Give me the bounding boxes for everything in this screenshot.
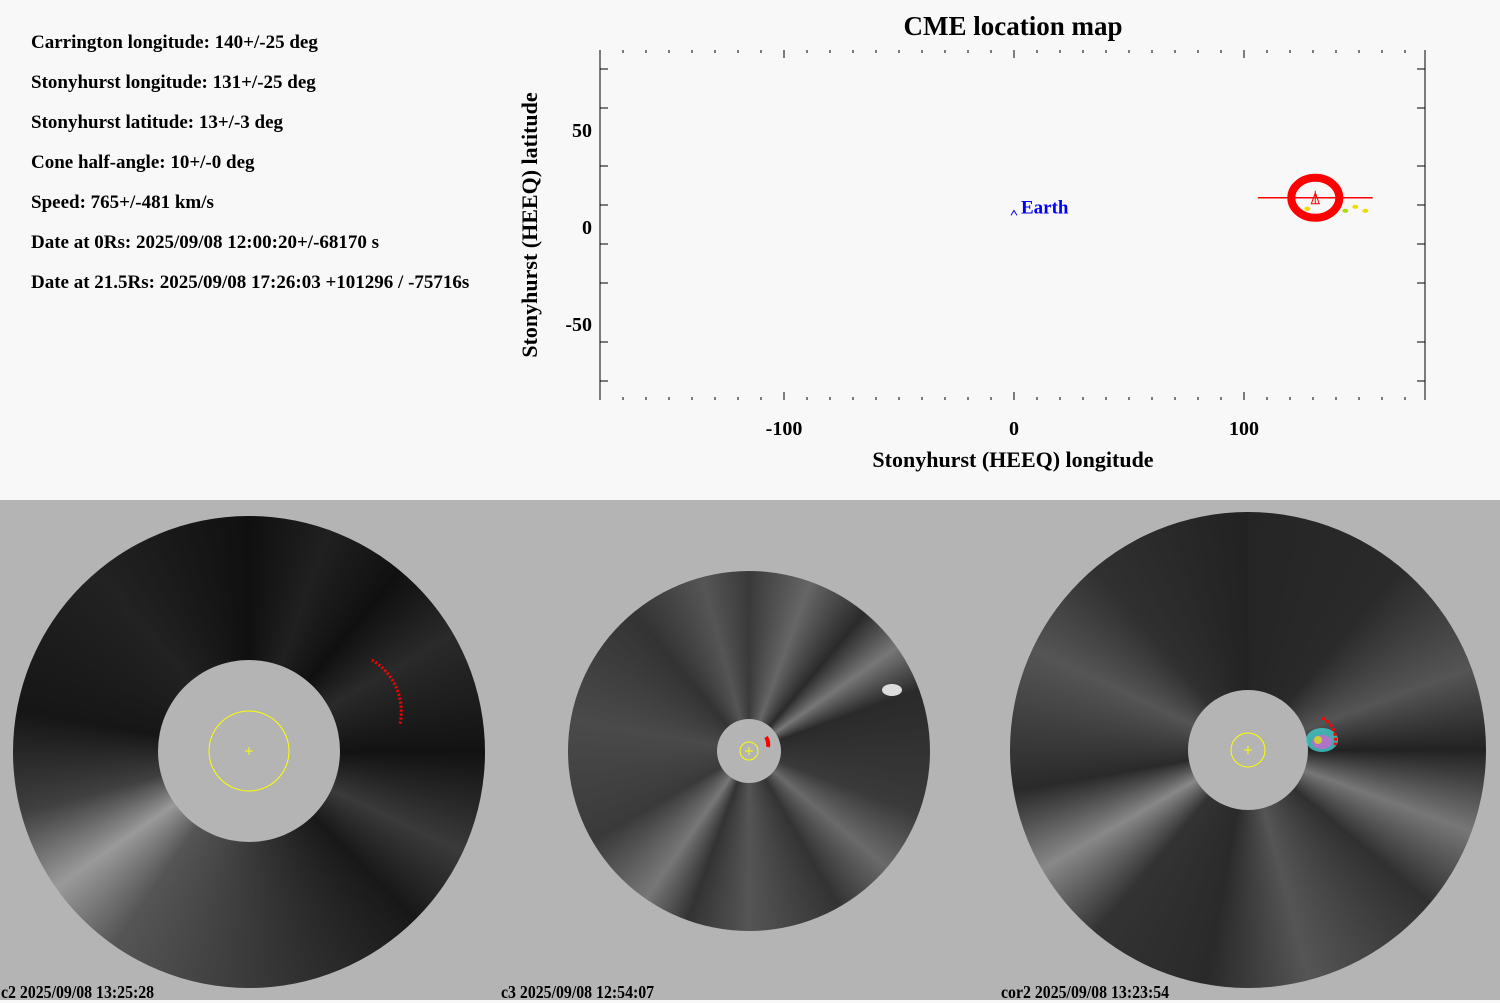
coronagraph-panel: c2 2025/09/08 13:25:28 c3 2025/09/08 12:… — [0, 500, 1500, 1002]
c2-caption: c2 2025/09/08 13:25:28 — [1, 982, 155, 1002]
c3-sun-circle — [739, 741, 759, 761]
axes: -100 0 100 50 0 -50 — [565, 50, 1426, 440]
c3-caption: c3 2025/09/08 12:54:07 — [501, 982, 655, 1002]
stonyhurst-latitude: Stonyhurst latitude: 13+/-3 deg — [31, 112, 284, 133]
x-tick-label: 100 — [1229, 418, 1259, 440]
y-tick-label: 0 — [582, 217, 592, 239]
stonyhurst-longitude: Stonyhurst longitude: 131+/-25 deg — [31, 72, 316, 93]
cme-cone-outline — [1287, 173, 1344, 222]
y-tick-label: -50 — [565, 314, 592, 336]
cme-marker — [1310, 190, 1321, 205]
earth-marker — [1010, 209, 1018, 216]
cor2-sun-circle — [1230, 732, 1266, 768]
c2-cme-front — [371, 658, 403, 725]
x-tick-label: -100 — [766, 418, 803, 440]
cor2-cme-contours — [1306, 716, 1338, 752]
date-at-0rs: Date at 0Rs: 2025/09/08 12:00:20+/-68170… — [31, 232, 380, 253]
y-tick-label: 50 — [572, 120, 592, 142]
cor2-caption: cor2 2025/09/08 13:23:54 — [1001, 982, 1170, 1002]
c2-sun-circle — [208, 710, 290, 792]
x-axis-label: Stonyhurst (HEEQ) longitude — [872, 447, 1153, 472]
marks: Earth — [1010, 173, 1373, 222]
c3-bright-spot — [882, 684, 902, 696]
speed: Speed: 765+/-481 km/s — [31, 192, 214, 213]
cone-half-angle: Cone half-angle: 10+/-0 deg — [31, 152, 255, 173]
date-at-21-5rs: Date at 21.5Rs: 2025/09/08 17:26:03 +101… — [31, 272, 470, 293]
x-tick-label: 0 — [1009, 418, 1019, 440]
cme-location-map: CME location map -100 0 100 50 0 -50 Earth St… — [517, 11, 1426, 472]
c3-cme-front — [764, 735, 771, 748]
fit-point — [1362, 208, 1369, 213]
fit-point — [1342, 208, 1349, 213]
earth-label: Earth — [1021, 197, 1069, 218]
y-axis-label: Stonyhurst (HEEQ) latitude — [517, 92, 542, 357]
fit-point — [1304, 206, 1311, 211]
chart-title: CME location map — [904, 11, 1123, 41]
fit-point — [1352, 204, 1359, 209]
overlays — [208, 658, 1338, 792]
carrington-longitude: Carrington longitude: 140+/-25 deg — [31, 32, 318, 53]
